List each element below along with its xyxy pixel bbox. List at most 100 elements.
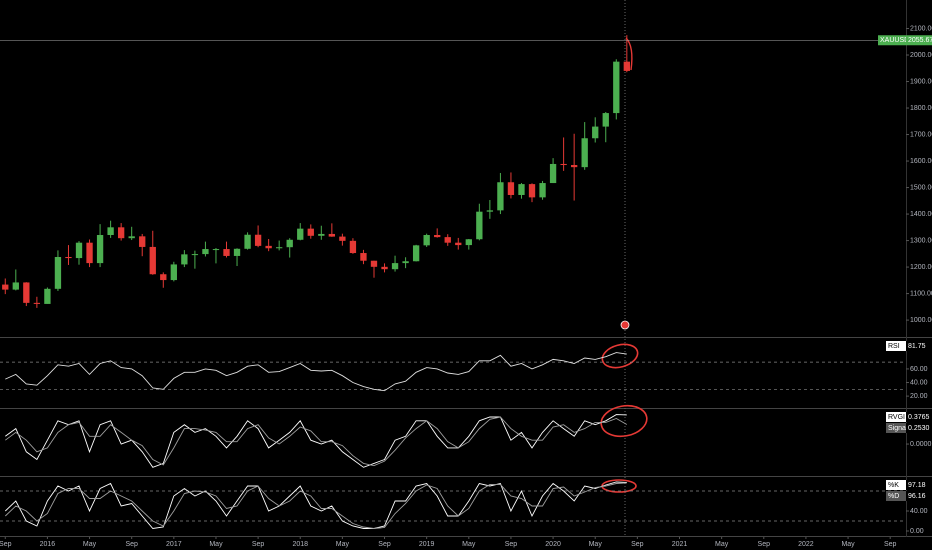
annotation-circle (601, 343, 639, 369)
y-tick-label: 0.0000 (910, 441, 932, 448)
candle-body (307, 228, 314, 236)
x-tick-label: Sep (505, 541, 518, 548)
candle-body (54, 257, 62, 289)
legend-name: RVGI (888, 414, 905, 421)
candle-body (560, 163, 567, 166)
candle-body (412, 245, 420, 262)
candle-body (434, 235, 441, 238)
legend-name-box (886, 341, 906, 351)
x-tick-label: May (841, 541, 855, 548)
candle-body (581, 138, 588, 168)
x-tick-label: Sep (378, 541, 391, 548)
candle-body (212, 249, 220, 251)
x-tick-label: May (83, 541, 97, 548)
candle-body (254, 234, 262, 246)
candle-body (391, 263, 399, 270)
candle-body (539, 183, 546, 198)
x-tick-label: 2022 (798, 541, 814, 548)
y-tick-label: 1300.00 (910, 237, 932, 244)
x-tick-label: 2021 (672, 541, 688, 548)
x-tick-label: Sep (884, 541, 897, 548)
x-tick-label: 2020 (545, 541, 561, 548)
candle-body (265, 245, 272, 249)
candle-body (107, 227, 114, 236)
candle-body (297, 228, 304, 240)
x-tick-label: Sep (125, 541, 138, 548)
candle-body (286, 239, 293, 248)
candle-body (33, 302, 41, 304)
legend-name-box (886, 480, 906, 490)
indicator-line (4, 482, 627, 529)
y-tick-label: 2100.00 (910, 25, 932, 32)
candle-body (381, 266, 388, 270)
candle-body (623, 61, 630, 71)
x-tick-label: 2019 (419, 541, 435, 548)
candle-body (476, 211, 483, 240)
legend-value-box (906, 341, 932, 351)
candle-body (318, 233, 325, 236)
annotation-stroke (625, 37, 633, 71)
legend-value-box (906, 412, 932, 422)
legend-name-box (886, 423, 906, 433)
candle-body (328, 233, 336, 237)
y-tick-label: 1500.00 (910, 184, 932, 191)
event-marker[interactable] (620, 320, 630, 330)
candle-body (370, 260, 378, 267)
candle-body (339, 236, 346, 241)
candle-body (360, 253, 367, 261)
candle-body (149, 246, 156, 275)
candle-body (86, 242, 93, 264)
x-tick-label: 2017 (166, 541, 182, 548)
y-tick-label: 2000.00 (910, 52, 932, 59)
candle-body (181, 254, 188, 265)
legend-value-box (906, 491, 932, 501)
x-tick-label: May (462, 541, 476, 548)
candle-body (2, 284, 9, 290)
candle-body (549, 163, 557, 184)
candle-body (613, 61, 620, 114)
legend-name-box (886, 412, 906, 422)
legend-value: 81.75 (908, 343, 926, 350)
legend-value-box (906, 423, 932, 433)
indicator-line (5, 352, 627, 392)
candle-body (244, 234, 251, 249)
candle-body (592, 126, 599, 139)
legend-name: RSI (888, 343, 900, 350)
candle-body (518, 184, 525, 195)
y-tick-label: 0.00 (910, 528, 924, 535)
y-tick-label: 40.00 (910, 379, 928, 386)
candle-body (223, 249, 230, 256)
legend-value-box (906, 480, 932, 490)
legend-name: %D (888, 493, 899, 500)
y-tick-label: 1700.00 (910, 131, 932, 138)
candle-body (65, 257, 72, 259)
price-label: 2055.67 (908, 37, 932, 44)
y-tick-label: 1100.00 (910, 290, 932, 297)
indicator-line (5, 416, 628, 467)
y-tick-label: 1000.00 (910, 317, 932, 324)
x-tick-label: 2018 (292, 541, 308, 548)
candle-body (12, 282, 19, 290)
candle-body (402, 261, 409, 264)
candle-body (139, 236, 146, 247)
legend-name-box (886, 491, 906, 501)
symbol-label-box (878, 35, 906, 46)
y-tick-label: 20.00 (910, 393, 928, 400)
legend-value: 0.2530 (908, 425, 930, 432)
x-tick-label: May (336, 541, 350, 548)
candle-body (160, 274, 167, 281)
x-tick-label: May (715, 541, 729, 548)
candle-body (276, 247, 283, 249)
candle-body (444, 237, 451, 243)
candle-body (128, 236, 135, 239)
y-tick-label: 1600.00 (910, 158, 932, 165)
x-tick-label: May (589, 541, 603, 548)
candle-body (23, 282, 30, 303)
candle-body (202, 249, 209, 255)
y-tick-label: 1400.00 (910, 211, 932, 218)
x-tick-label: May (209, 541, 223, 548)
x-tick-label: Sep (631, 541, 644, 548)
